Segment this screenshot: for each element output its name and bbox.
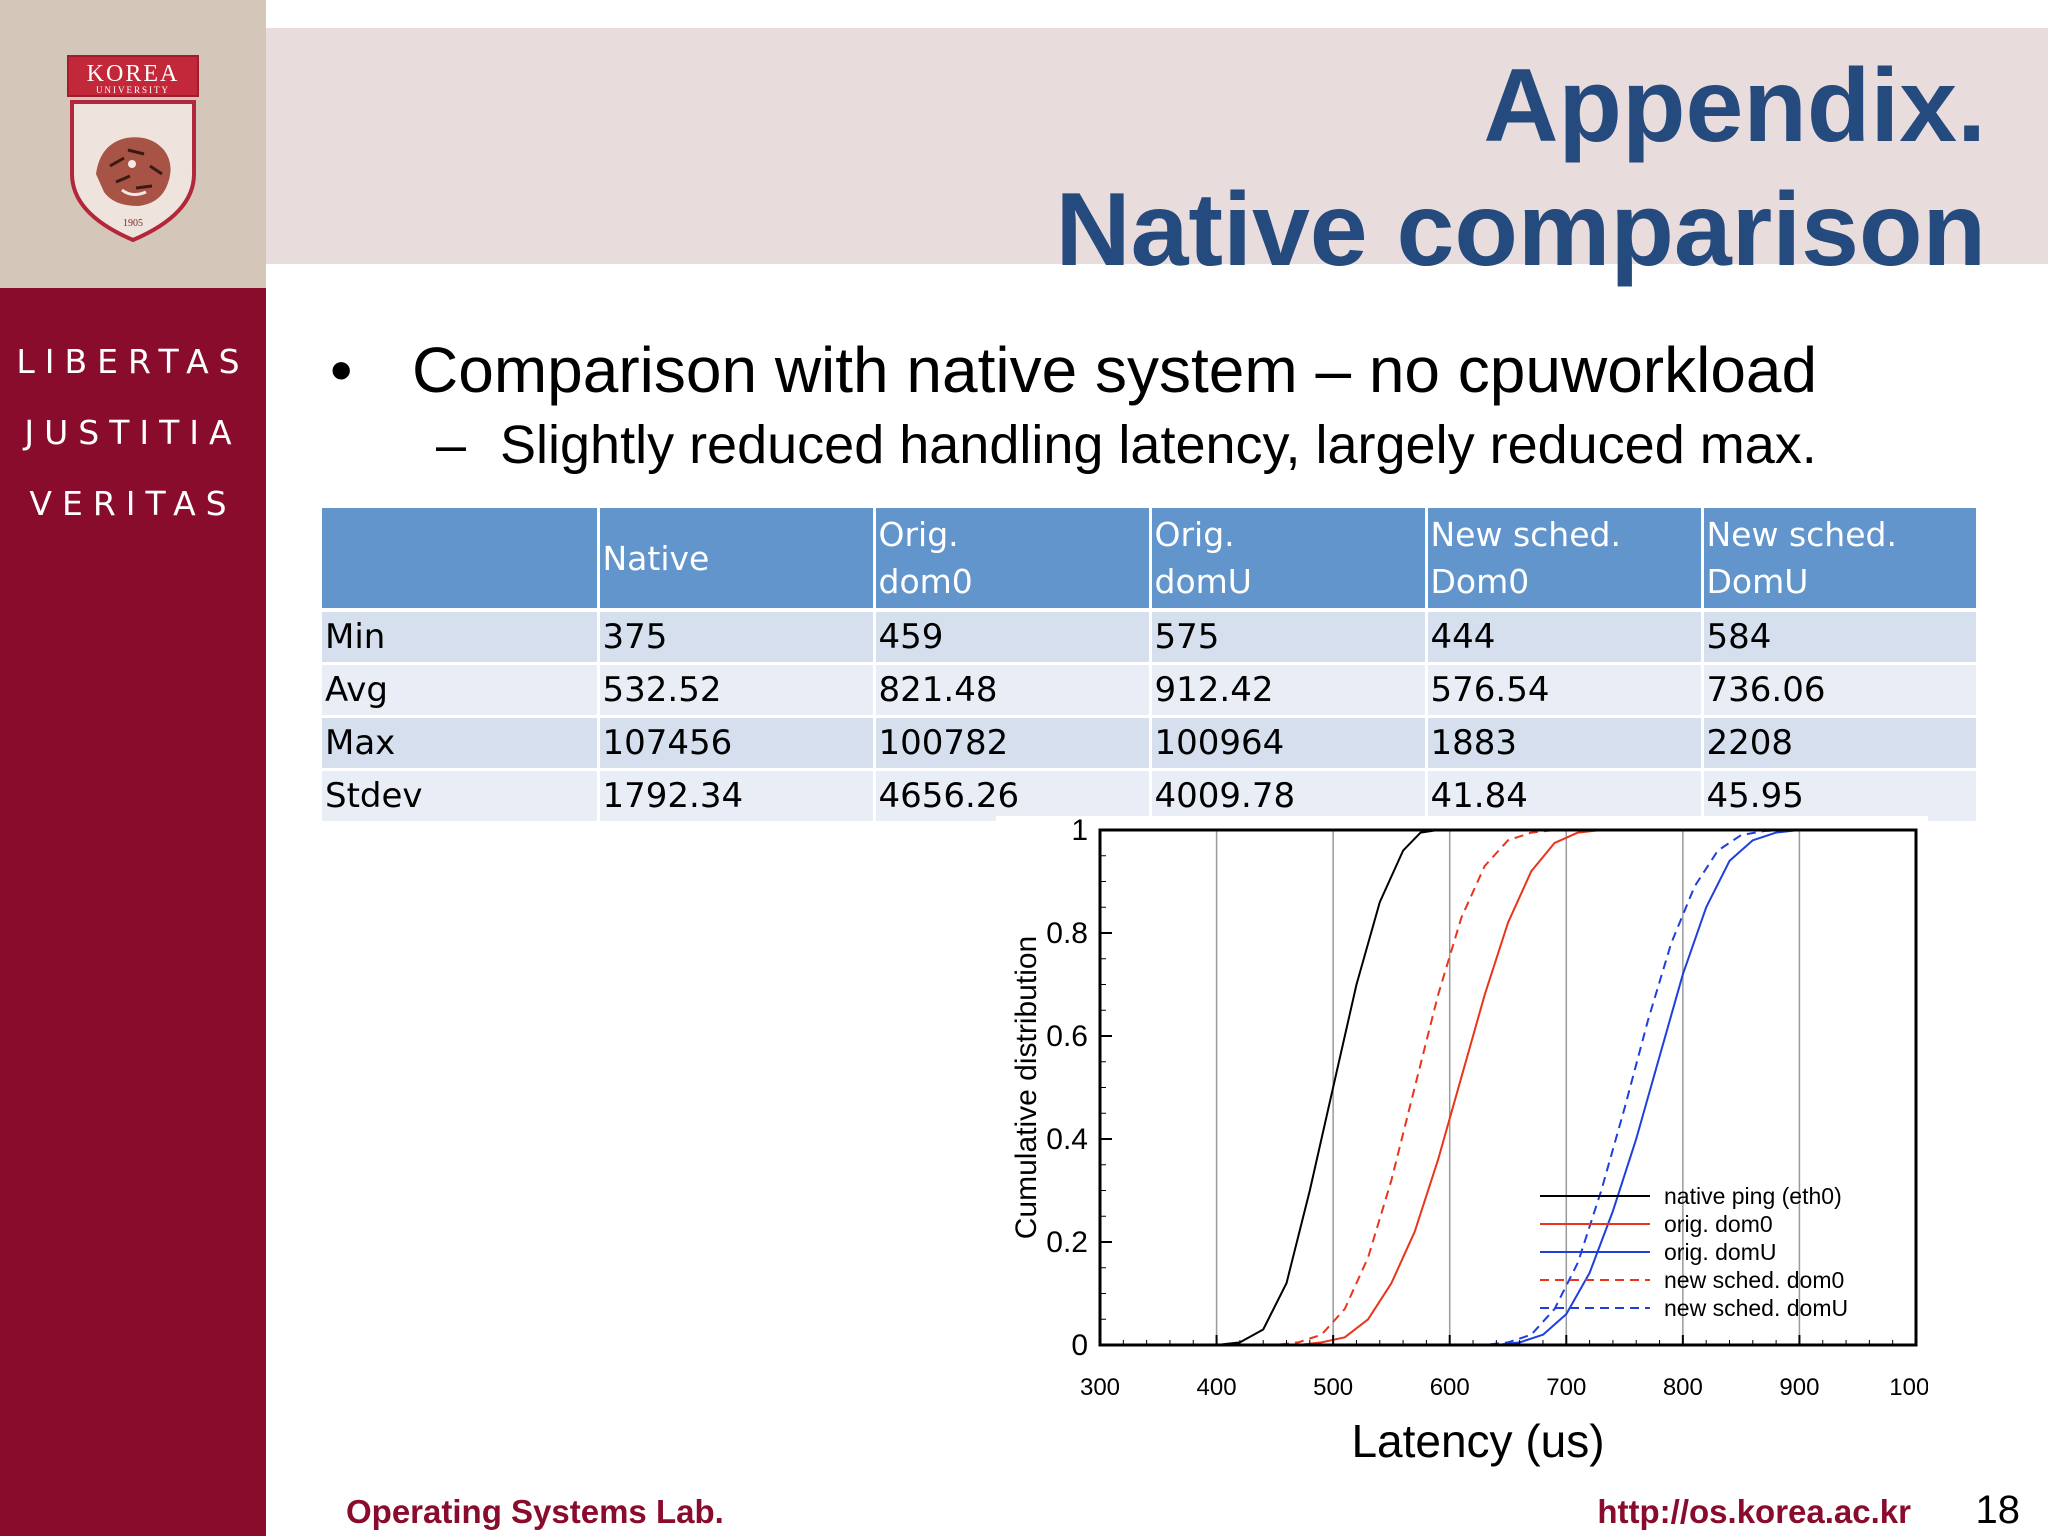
table-cell: 821.48	[872, 663, 1150, 718]
chart-legend-label: native ping (eth0)	[1664, 1183, 1842, 1209]
table-row: Min 375 459 575 444 584	[322, 610, 1976, 665]
chart-series-line-4	[1100, 829, 1916, 1346]
table-header-cell: New sched. DomU	[1700, 508, 1976, 612]
table-cell: Min	[322, 610, 598, 665]
table-cell: Stdev	[322, 769, 598, 824]
logo-name-text: KOREA	[87, 61, 180, 87]
table-header-cell: Native	[596, 508, 874, 612]
table-cell: 444	[1424, 610, 1702, 665]
table-cell: 375	[596, 610, 874, 665]
table-header-cell	[322, 508, 598, 612]
table-cell: 4656.26	[872, 769, 1150, 824]
table-cell: 912.42	[1148, 663, 1426, 718]
table-cell: 1792.34	[596, 769, 874, 824]
table-header-cell: Orig. domU	[1148, 508, 1426, 612]
title-band: Appendix. Native comparison	[266, 28, 2048, 282]
chart-y-tick-label: 0	[1071, 1329, 1088, 1362]
chart-x-tick-label: 600	[1430, 1374, 1470, 1401]
slide-title-line2: Native comparison	[1055, 172, 1986, 288]
motto-libertas: LIBERTAS	[16, 342, 250, 381]
table-cell: 1883	[1424, 716, 1702, 771]
korea-university-crest-logo: KOREA UNIVERSITY 1905	[67, 55, 199, 243]
table-cell: 532.52	[596, 663, 874, 718]
table-cell: 2208	[1700, 716, 1976, 771]
bullet-main-text: Comparison with native system – no cpuwo…	[412, 334, 1818, 406]
latency-comparison-table: Native Orig. dom0 Orig. domU New sched. Dom…	[322, 508, 1976, 824]
chart-y-tick-label: 0.4	[1046, 1123, 1088, 1156]
chart-x-tick-label: 700	[1546, 1374, 1586, 1401]
chart-series-line-2	[1100, 829, 1916, 1346]
table-cell: Avg	[322, 663, 598, 718]
chart-legend-label: new sched. dom0	[1664, 1267, 1844, 1293]
table-cell: 736.06	[1700, 663, 1976, 718]
chart-y-tick-label: 0.6	[1046, 1020, 1088, 1053]
chart-legend-label: new sched. domU	[1664, 1295, 1848, 1321]
chart-x-tick-label: 800	[1663, 1374, 1703, 1401]
chart-x-tick-label: 300	[1080, 1374, 1120, 1401]
table-cell: 4009.78	[1148, 769, 1426, 824]
chart-x-tick-label: 400	[1197, 1374, 1237, 1401]
logo-subname-text: UNIVERSITY	[96, 85, 170, 95]
tiger-icon	[96, 137, 171, 206]
bullet-sub-text: Slightly reduced handling latency, large…	[500, 415, 1817, 475]
table-cell: 584	[1700, 610, 1976, 665]
chart-x-tick-label: 900	[1779, 1374, 1819, 1401]
motto-veritas: VERITAS	[29, 484, 237, 523]
cdf-chart-card: 300400500600700800900100000.20.40.60.81 …	[996, 816, 1928, 1486]
chart-y-tick-label: 1	[1071, 816, 1088, 847]
table-row: Stdev 1792.34 4656.26 4009.78 41.84 45.9…	[322, 769, 1976, 824]
chart-y-axis-label: Cumulative distribution	[1010, 936, 1043, 1239]
footer-url-link[interactable]: http://os.korea.ac.kr	[1597, 1493, 1911, 1530]
chart-y-tick-label: 0.2	[1046, 1226, 1088, 1259]
slide-title-line1: Appendix.	[1483, 48, 1986, 164]
table-cell: 575	[1148, 610, 1426, 665]
table-cell: 100782	[872, 716, 1150, 771]
table-cell: Max	[322, 716, 598, 771]
table-header-cell: Orig. dom0	[872, 508, 1150, 612]
table-row: Avg 532.52 821.48 912.42 576.54 736.06	[322, 663, 1976, 718]
table-cell: 41.84	[1424, 769, 1702, 824]
table-header-row: Native Orig. dom0 Orig. domU New sched. Dom…	[322, 508, 1976, 612]
bullet-dash-icon: –	[436, 415, 467, 475]
table-header-cell: New sched. Dom0	[1424, 508, 1702, 612]
chart-y-tick-label: 0.8	[1046, 917, 1088, 950]
chart-legend-label: orig. dom0	[1664, 1211, 1773, 1237]
chart-legend-label: orig. domU	[1664, 1239, 1776, 1265]
footer-lab-name: Operating Systems Lab.	[346, 1493, 724, 1530]
chart-x-tick-label: 500	[1313, 1374, 1353, 1401]
page-number: 18	[1975, 1488, 2021, 1532]
logo-panel: KOREA UNIVERSITY 1905	[0, 0, 266, 288]
table-cell: 107456	[596, 716, 874, 771]
bullet-dot-icon: •	[330, 334, 353, 406]
motto-justitia: JUSTITIA	[24, 413, 242, 452]
chart-x-axis-label: Latency (us)	[1351, 1415, 1604, 1467]
cdf-chart: 300400500600700800900100000.20.40.60.81 …	[1010, 816, 1928, 1467]
table-row: Max 107456 100782 100964 1883 2208	[322, 716, 1976, 771]
table-cell: 576.54	[1424, 663, 1702, 718]
left-sidebar-strip: LIBERTAS JUSTITIA VERITAS	[0, 288, 266, 1536]
logo-year-text: 1905	[123, 218, 143, 229]
table-cell: 100964	[1148, 716, 1426, 771]
table-cell: 45.95	[1700, 769, 1976, 824]
table-cell: 459	[872, 610, 1150, 665]
